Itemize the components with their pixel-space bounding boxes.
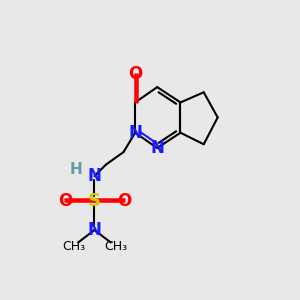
Text: H: H bbox=[70, 162, 82, 177]
Text: S: S bbox=[88, 192, 101, 210]
Text: N: N bbox=[128, 124, 142, 142]
Text: N: N bbox=[150, 139, 164, 157]
Text: N: N bbox=[88, 167, 101, 185]
Text: N: N bbox=[88, 221, 101, 239]
Text: O: O bbox=[128, 64, 142, 82]
Text: CH₃: CH₃ bbox=[104, 240, 127, 253]
Text: O: O bbox=[117, 192, 131, 210]
Text: O: O bbox=[58, 192, 72, 210]
Text: CH₃: CH₃ bbox=[62, 240, 85, 253]
